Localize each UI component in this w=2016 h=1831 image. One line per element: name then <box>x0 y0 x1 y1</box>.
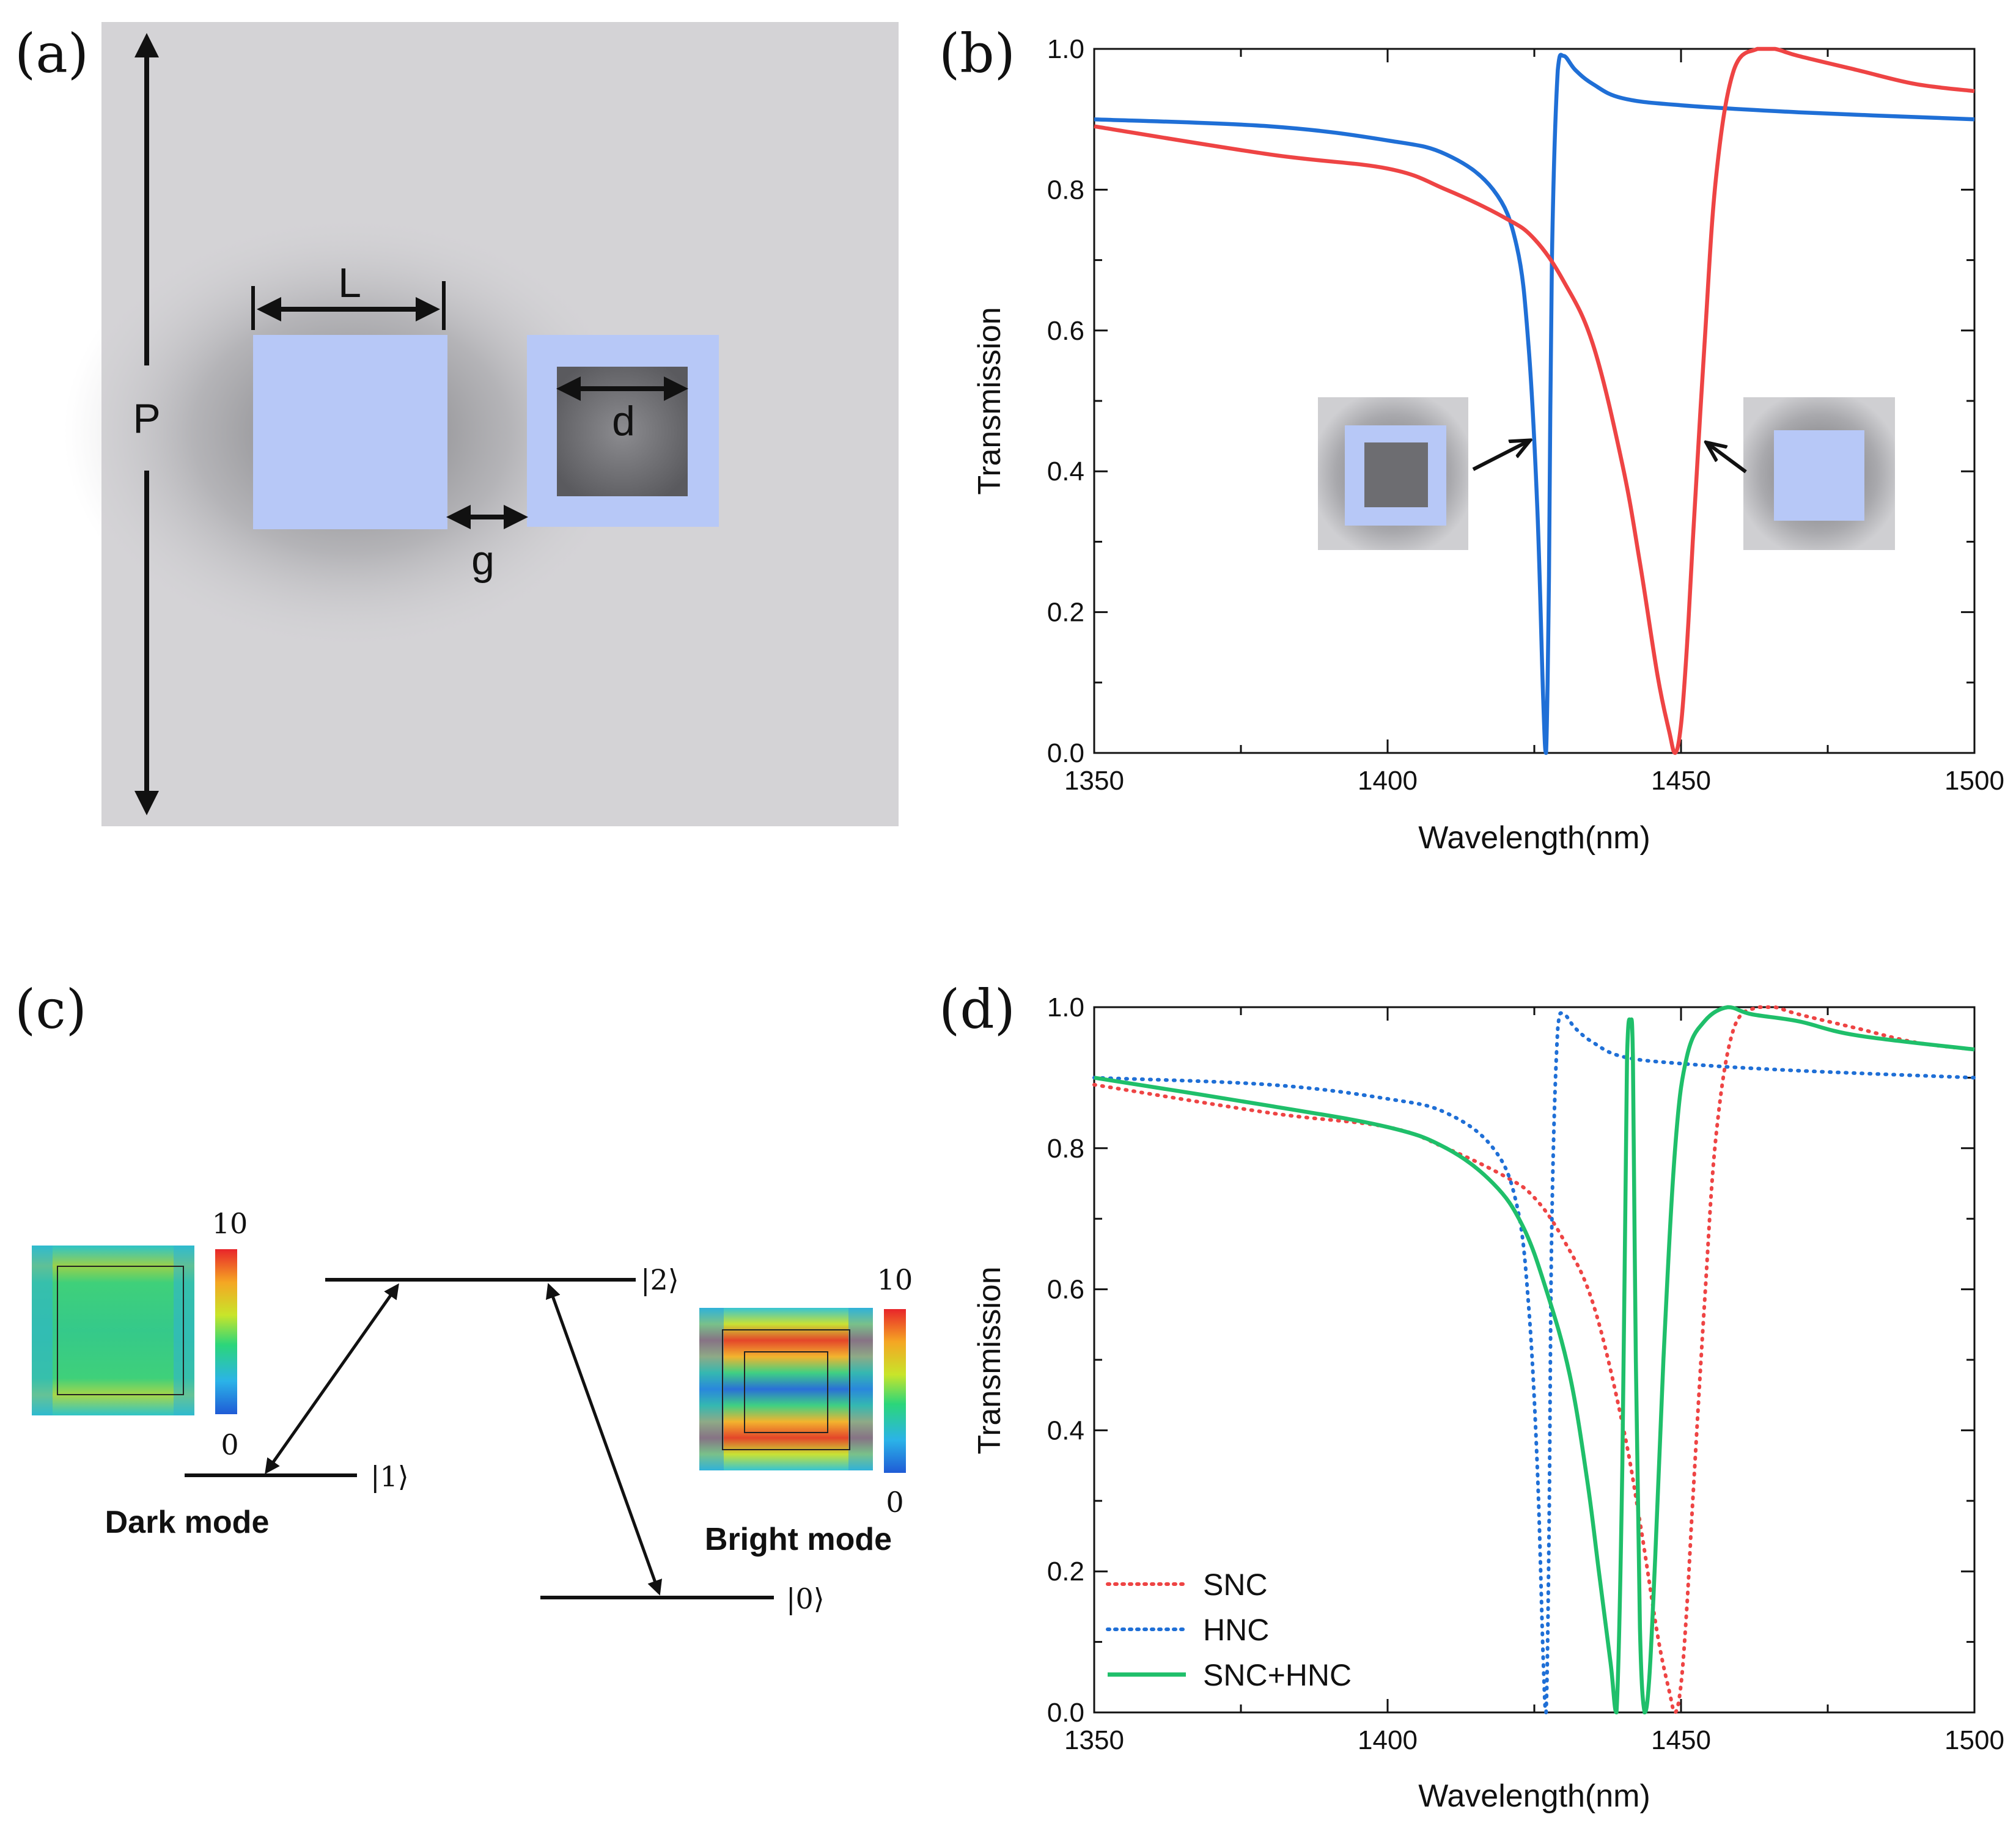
plot-b-ticks: 1350 1400 1450 1500 0.0 0.2 0.4 0.6 0.8 1.0 <box>1047 34 2004 796</box>
bright-mode-outline <box>722 1329 850 1450</box>
panel-a-label: (a) <box>15 22 89 85</box>
y-tick-label: 0.4 <box>1047 457 1084 486</box>
plot-d-frame <box>1093 1006 1976 1714</box>
y-tick-label: 1.0 <box>1047 993 1084 1022</box>
period-label: P <box>133 395 160 442</box>
y-tick-label: 0.6 <box>1047 316 1084 346</box>
dark-mode-field <box>32 1246 194 1415</box>
panel-a: (a) P L d g <box>15 22 899 826</box>
series-hnc-line <box>1092 1011 1976 1714</box>
plot-b-xlabel: Wavelength(nm) <box>1418 820 1650 856</box>
gap-label: g <box>471 537 495 584</box>
panel-b: (b) 1350 1400 1450 1500 0.0 0.2 0.4 0.6 0.8 1.0 W… <box>939 22 2004 856</box>
panel-d-label: (d) <box>939 978 1015 1041</box>
y-tick-label: 0.8 <box>1047 175 1084 205</box>
x-tick-label: 1450 <box>1651 766 1711 796</box>
bright-mode-label: Bright mode <box>705 1522 892 1557</box>
dark-mode-colorbar-max: 10 <box>212 1207 248 1240</box>
state-0-label: |0⟩ <box>786 1582 825 1615</box>
hnc-inset-hole <box>1364 442 1428 507</box>
dark-mode-colorbar-min: 0 <box>221 1428 238 1461</box>
series-snc-hnc-line <box>1094 1005 1975 1715</box>
x-tick-label: 1450 <box>1651 1725 1711 1755</box>
state-1-label: |1⟩ <box>370 1460 409 1493</box>
snc-inset-arrow <box>1708 444 1747 474</box>
x-tick-label: 1350 <box>1064 766 1124 796</box>
panel-c: (c) 10 0 10 0 |2⟩ |1⟩ |0⟩ <box>15 978 913 1615</box>
hnc-inset-arrow <box>1472 441 1528 471</box>
series-snc-line <box>1094 46 1975 755</box>
x-tick-label: 1500 <box>1944 1725 2004 1755</box>
x-tick-label: 1500 <box>1944 766 2004 796</box>
y-tick-label: 0.8 <box>1047 1134 1084 1164</box>
bright-mode-colorbar-max: 10 <box>877 1263 913 1296</box>
x-tick-label: 1350 <box>1064 1725 1124 1755</box>
panel-b-label: (b) <box>939 22 1015 85</box>
plot-d-ticks: 1350 1400 1450 1500 0.0 0.2 0.4 0.6 0.8 1.0 <box>1047 993 2004 1755</box>
plot-d-legend: SNC HNC SNC+HNC <box>1106 1568 1352 1692</box>
plot-d-ylabel: Transmission <box>972 1266 1007 1454</box>
bright-mode-field-map: 10 0 <box>699 1263 913 1519</box>
plot-d-xlabel: Wavelength(nm) <box>1418 1778 1650 1814</box>
plot-b-curves <box>1094 46 1975 755</box>
series-snc-line <box>1092 1005 1976 1714</box>
bright-mode-colorbar-min: 0 <box>886 1486 903 1519</box>
inner-width-label: d <box>612 398 635 444</box>
x-tick-label: 1400 <box>1358 766 1418 796</box>
bright-coupling-arrow <box>545 1283 663 1596</box>
legend-combined-label: SNC+HNC <box>1203 1658 1352 1692</box>
hnc-inset <box>1318 397 1468 550</box>
plot-d: 1350 1400 1450 1500 0.0 0.2 0.4 0.6 0.8 1.0 <box>1047 993 2004 1755</box>
dark-mode-label: Dark mode <box>105 1505 270 1540</box>
y-tick-label: 1.0 <box>1047 34 1084 64</box>
bright-mode-field <box>699 1308 873 1470</box>
length-label: L <box>338 260 361 306</box>
panel-d: (d) 1350 1400 1450 1500 0.0 0.2 0.4 0.6 0.8 1.0 W… <box>939 978 2004 1814</box>
y-tick-label: 0.2 <box>1047 1557 1084 1587</box>
bright-mode-colorbar <box>884 1309 906 1473</box>
state-2-label: |2⟩ <box>641 1263 679 1296</box>
y-tick-label: 0.4 <box>1047 1415 1084 1445</box>
panel-c-label: (c) <box>15 978 87 1041</box>
dark-mode-field-map: 10 0 <box>32 1207 248 1461</box>
x-tick-label: 1400 <box>1358 1725 1418 1755</box>
series-hnc-line <box>1094 53 1975 755</box>
dark-mode-colorbar <box>215 1249 237 1414</box>
plot-b-ylabel: Transmission <box>972 307 1007 494</box>
plot-d-curves <box>1092 1005 1976 1715</box>
snc-inset <box>1743 397 1895 550</box>
square-nanocube <box>253 335 447 529</box>
snc-inset-cube <box>1774 430 1864 521</box>
y-tick-label: 0.2 <box>1047 598 1084 628</box>
bright-mode-field-right-edge <box>848 1308 873 1470</box>
y-tick-label: 0.0 <box>1047 1698 1084 1728</box>
dark-coupling-arrow <box>265 1283 399 1475</box>
legend-snc-label: SNC <box>1203 1568 1268 1602</box>
y-tick-label: 0.0 <box>1047 738 1084 768</box>
dark-mode-field-left-edge <box>32 1246 53 1415</box>
plot-b: 1350 1400 1450 1500 0.0 0.2 0.4 0.6 0.8 1.0 <box>1047 34 2004 796</box>
dark-mode-outline <box>57 1266 184 1395</box>
legend-hnc-label: HNC <box>1203 1613 1269 1647</box>
bright-mode-field-left-edge <box>699 1308 724 1470</box>
y-tick-label: 0.6 <box>1047 1275 1084 1305</box>
bright-mode-inner-outline <box>744 1351 828 1433</box>
